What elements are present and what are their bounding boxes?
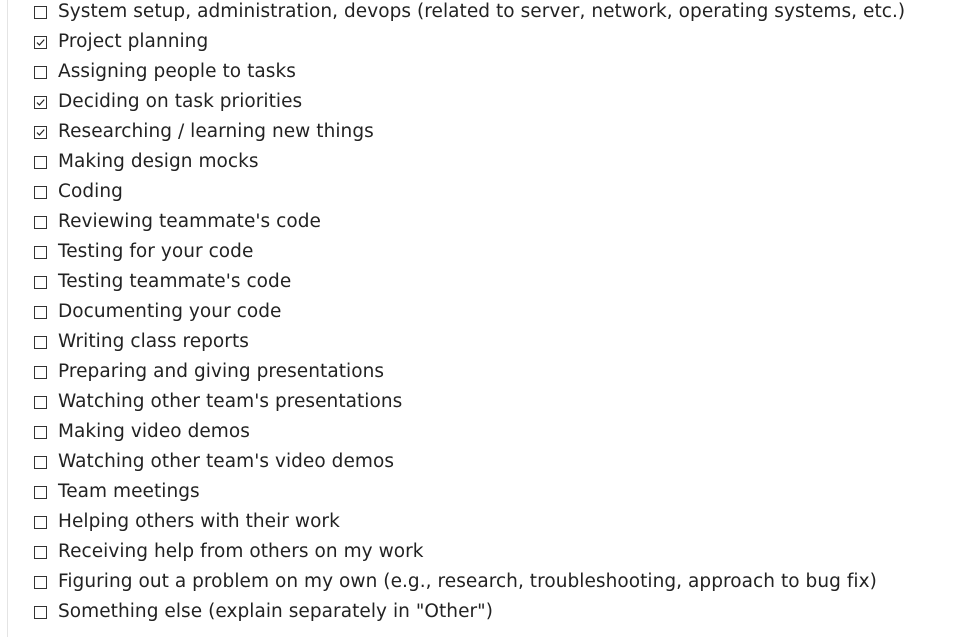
checkbox-unchecked[interactable] (34, 245, 47, 259)
checklist-item[interactable]: Making design mocks (0, 147, 905, 177)
checklist-item-label: Watching other team's presentations (58, 391, 403, 412)
checkbox-unchecked[interactable] (34, 545, 47, 559)
checklist-item-label: Writing class reports (58, 331, 249, 352)
checklist-item-label: Researching / learning new things (58, 121, 374, 142)
checklist-item[interactable]: Watching other team's video demos (0, 447, 905, 477)
checklist-item-label: Something else (explain separately in "O… (58, 601, 493, 622)
checklist-item-label: Project planning (58, 31, 209, 52)
checklist-item[interactable]: Assigning people to tasks (0, 57, 905, 87)
checkmark-icon (36, 98, 45, 106)
checkbox-unchecked[interactable] (34, 395, 47, 409)
checklist-item[interactable]: System setup, administration, devops (re… (0, 0, 905, 27)
checklist-item[interactable]: Figuring out a problem on my own (e.g., … (0, 567, 905, 597)
checklist-item[interactable]: Coding (0, 177, 905, 207)
checklist-item[interactable]: Testing for your code (0, 237, 905, 267)
checkbox-unchecked[interactable] (34, 185, 47, 199)
checklist-item[interactable]: Helping others with their work (0, 507, 905, 537)
checkmark-icon (36, 38, 45, 46)
checkmark-icon (36, 128, 45, 136)
checklist-item-label: Testing teammate's code (58, 271, 292, 292)
checkbox-checked[interactable] (34, 125, 47, 139)
checkbox-unchecked[interactable] (34, 605, 47, 619)
checkbox-unchecked[interactable] (34, 515, 47, 529)
checklist-item[interactable]: Researching / learning new things (0, 117, 905, 147)
checklist-item[interactable]: Writing class reports (0, 327, 905, 357)
checkbox-unchecked[interactable] (34, 305, 47, 319)
checklist-item-label: Coding (58, 181, 123, 202)
checkbox-unchecked[interactable] (34, 425, 47, 439)
checklist-item-label: Deciding on task priorities (58, 91, 303, 112)
checklist-item-label: Team meetings (58, 481, 200, 502)
checklist-item[interactable]: Something else (explain separately in "O… (0, 597, 905, 627)
checkbox-unchecked[interactable] (34, 455, 47, 469)
checklist-item-label: Documenting your code (58, 301, 282, 322)
checklist-item[interactable]: Project planning (0, 27, 905, 57)
checklist-item-label: Watching other team's video demos (58, 451, 395, 472)
checkbox-unchecked[interactable] (34, 485, 47, 499)
checklist-item[interactable]: Preparing and giving presentations (0, 357, 905, 387)
checklist-item-label: System setup, administration, devops (re… (58, 1, 906, 22)
checklist-item[interactable]: Receiving help from others on my work (0, 537, 905, 567)
checklist-item-label: Testing for your code (58, 241, 254, 262)
checklist-item-label: Receiving help from others on my work (58, 541, 424, 562)
checklist-item-label: Figuring out a problem on my own (e.g., … (58, 571, 877, 592)
checklist-item[interactable]: Documenting your code (0, 297, 905, 327)
checklist-item[interactable]: Testing teammate's code (0, 267, 905, 297)
checklist-item[interactable]: Team meetings (0, 477, 905, 507)
checkbox-unchecked[interactable] (34, 335, 47, 349)
checklist-item[interactable]: Deciding on task priorities (0, 87, 905, 117)
checklist-item-label: Making design mocks (58, 151, 259, 172)
checkbox-unchecked[interactable] (34, 155, 47, 169)
checkbox-unchecked[interactable] (34, 5, 47, 19)
checkbox-unchecked[interactable] (34, 65, 47, 79)
checklist-item-label: Assigning people to tasks (58, 61, 296, 82)
checklist-item-label: Reviewing teammate's code (58, 211, 321, 232)
checkbox-unchecked[interactable] (34, 215, 47, 229)
checkbox-checked[interactable] (34, 35, 47, 49)
checklist-item-label: Helping others with their work (58, 511, 340, 532)
left-border-line (7, 0, 8, 637)
checkbox-unchecked[interactable] (34, 575, 47, 589)
checklist-item[interactable]: Reviewing teammate's code (0, 207, 905, 237)
checklist-item-label: Preparing and giving presentations (58, 361, 385, 382)
checklist-item-label: Making video demos (58, 421, 250, 442)
checkbox-checked[interactable] (34, 95, 47, 109)
task-checklist: System setup, administration, devops (re… (0, 0, 905, 627)
checklist-item[interactable]: Making video demos (0, 417, 905, 447)
checklist-item[interactable]: Watching other team's presentations (0, 387, 905, 417)
checkbox-unchecked[interactable] (34, 275, 47, 289)
checkbox-unchecked[interactable] (34, 365, 47, 379)
